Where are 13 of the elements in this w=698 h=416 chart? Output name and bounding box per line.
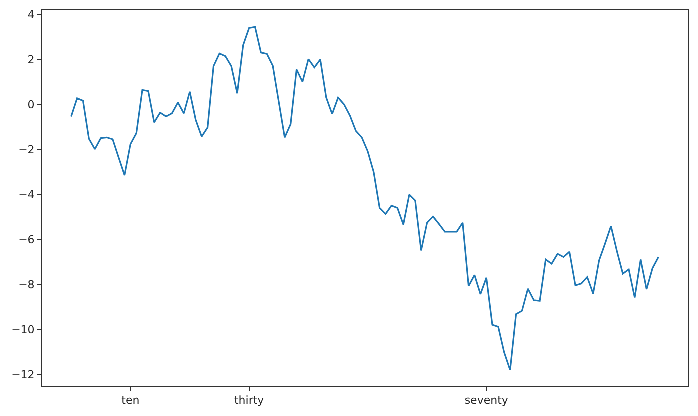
y-tick-label: 2 — [28, 53, 35, 66]
x-tick-label: thirty — [234, 394, 265, 408]
y-tick-label: 4 — [28, 8, 35, 22]
y-tick-label: −8 — [18, 278, 35, 292]
y-tick-label: 0 — [28, 98, 35, 112]
x-tick-label: seventy — [464, 394, 509, 408]
y-tick-label: −6 — [18, 234, 35, 246]
x-tick-label: ten — [122, 394, 140, 408]
y-tick-label: −12 — [12, 368, 35, 382]
y-tick-label: −4 — [18, 188, 35, 202]
y-tick-label: −10 — [12, 324, 35, 337]
line-series — [70, 26, 660, 372]
y-tick-label: −2 — [18, 143, 35, 156]
